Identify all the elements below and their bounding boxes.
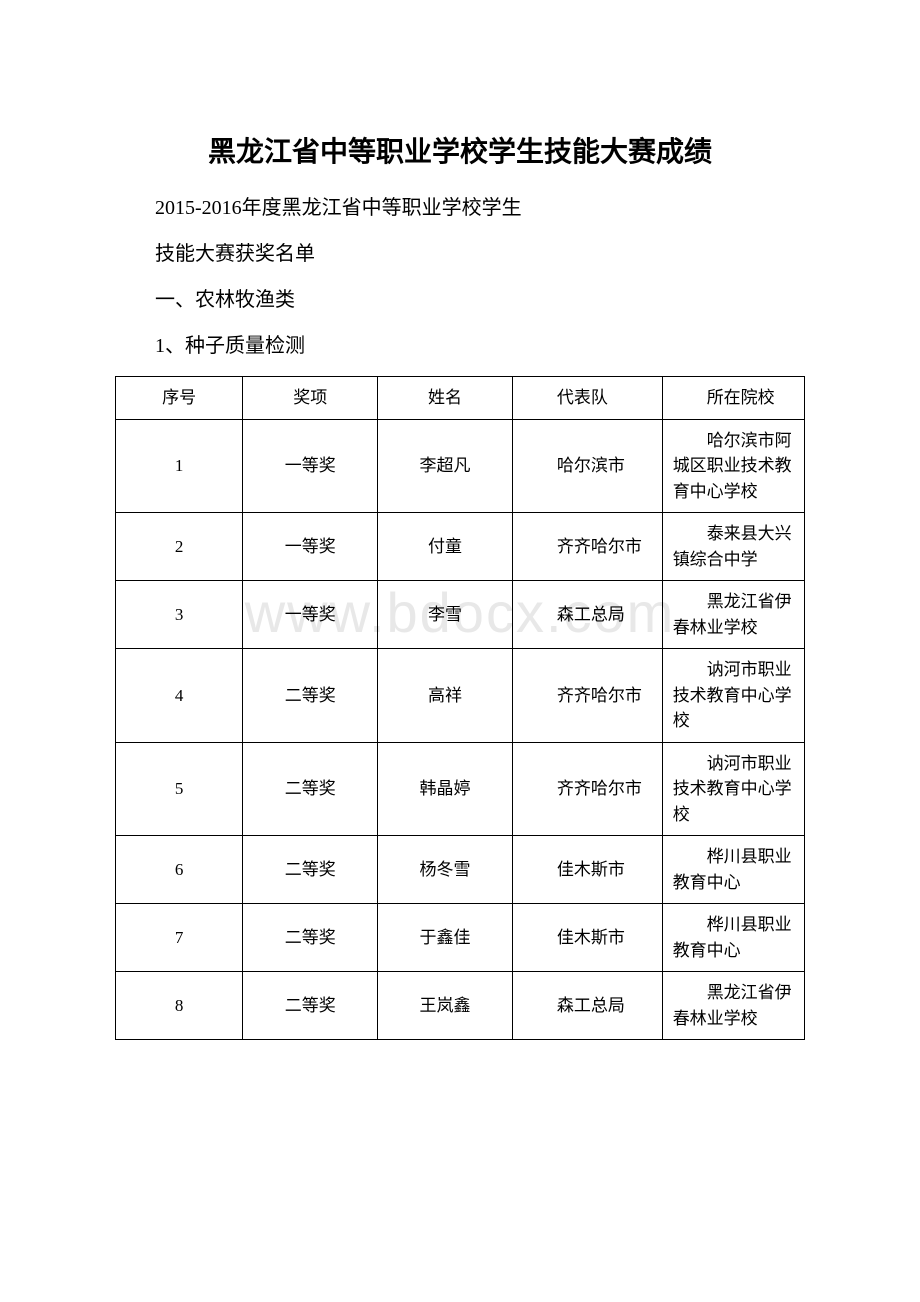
table-row: 7 二等奖 于鑫佳 佳木斯市 桦川县职业教育中心 (116, 904, 805, 972)
cell-team: 齐齐哈尔市 (512, 513, 662, 581)
cell-award: 一等奖 (243, 513, 378, 581)
subtitle-line-1: 2015-2016年度黑龙江省中等职业学校学生 (115, 192, 805, 224)
table-row: 4 二等奖 高祥 齐齐哈尔市 讷河市职业技术教育中心学校 (116, 649, 805, 743)
category-heading: 一、农林牧渔类 (115, 284, 805, 316)
table-row: 5 二等奖 韩晶婷 齐齐哈尔市 讷河市职业技术教育中心学校 (116, 742, 805, 836)
cell-school: 桦川县职业教育中心 (662, 836, 804, 904)
cell-seq: 6 (116, 836, 243, 904)
page-title: 黑龙江省中等职业学校学生技能大赛成绩 (115, 130, 805, 170)
cell-team: 佳木斯市 (512, 836, 662, 904)
table-row: 8 二等奖 王岚鑫 森工总局 黑龙江省伊春林业学校 (116, 972, 805, 1040)
header-team: 代表队 (512, 377, 662, 420)
header-seq: 序号 (116, 377, 243, 420)
cell-school: 桦川县职业教育中心 (662, 904, 804, 972)
header-award: 奖项 (243, 377, 378, 420)
cell-school: 黑龙江省伊春林业学校 (662, 581, 804, 649)
cell-award: 二等奖 (243, 972, 378, 1040)
cell-award: 二等奖 (243, 904, 378, 972)
cell-seq: 7 (116, 904, 243, 972)
cell-school: 讷河市职业技术教育中心学校 (662, 742, 804, 836)
cell-team: 齐齐哈尔市 (512, 742, 662, 836)
cell-school: 讷河市职业技术教育中心学校 (662, 649, 804, 743)
cell-name: 李雪 (378, 581, 513, 649)
cell-award: 一等奖 (243, 581, 378, 649)
header-school: 所在院校 (662, 377, 804, 420)
cell-school: 黑龙江省伊春林业学校 (662, 972, 804, 1040)
table-row: 1 一等奖 李超凡 哈尔滨市 哈尔滨市阿城区职业技术教育中心学校 (116, 419, 805, 513)
cell-team: 哈尔滨市 (512, 419, 662, 513)
document-content: 黑龙江省中等职业学校学生技能大赛成绩 2015-2016年度黑龙江省中等职业学校… (115, 130, 805, 362)
cell-seq: 5 (116, 742, 243, 836)
cell-award: 二等奖 (243, 649, 378, 743)
cell-seq: 2 (116, 513, 243, 581)
cell-seq: 1 (116, 419, 243, 513)
cell-name: 杨冬雪 (378, 836, 513, 904)
cell-name: 于鑫佳 (378, 904, 513, 972)
subtitle-line-2: 技能大赛获奖名单 (115, 238, 805, 270)
cell-name: 高祥 (378, 649, 513, 743)
cell-name: 王岚鑫 (378, 972, 513, 1040)
cell-team: 齐齐哈尔市 (512, 649, 662, 743)
table-row: 3 一等奖 李雪 森工总局 黑龙江省伊春林业学校 (116, 581, 805, 649)
cell-award: 二等奖 (243, 742, 378, 836)
cell-seq: 3 (116, 581, 243, 649)
cell-school: 泰来县大兴镇综合中学 (662, 513, 804, 581)
cell-team: 森工总局 (512, 581, 662, 649)
cell-team: 佳木斯市 (512, 904, 662, 972)
cell-seq: 8 (116, 972, 243, 1040)
cell-team: 森工总局 (512, 972, 662, 1040)
cell-name: 付童 (378, 513, 513, 581)
table-header-row: 序号 奖项 姓名 代表队 所在院校 (116, 377, 805, 420)
cell-award: 二等奖 (243, 836, 378, 904)
subcategory-heading: 1、种子质量检测 (115, 330, 805, 362)
cell-name: 韩晶婷 (378, 742, 513, 836)
header-name: 姓名 (378, 377, 513, 420)
cell-school: 哈尔滨市阿城区职业技术教育中心学校 (662, 419, 804, 513)
table-row: 2 一等奖 付童 齐齐哈尔市 泰来县大兴镇综合中学 (116, 513, 805, 581)
cell-seq: 4 (116, 649, 243, 743)
results-table: 序号 奖项 姓名 代表队 所在院校 1 一等奖 李超凡 哈尔滨市 哈尔滨市阿城区… (115, 376, 805, 1040)
cell-name: 李超凡 (378, 419, 513, 513)
table-row: 6 二等奖 杨冬雪 佳木斯市 桦川县职业教育中心 (116, 836, 805, 904)
cell-award: 一等奖 (243, 419, 378, 513)
